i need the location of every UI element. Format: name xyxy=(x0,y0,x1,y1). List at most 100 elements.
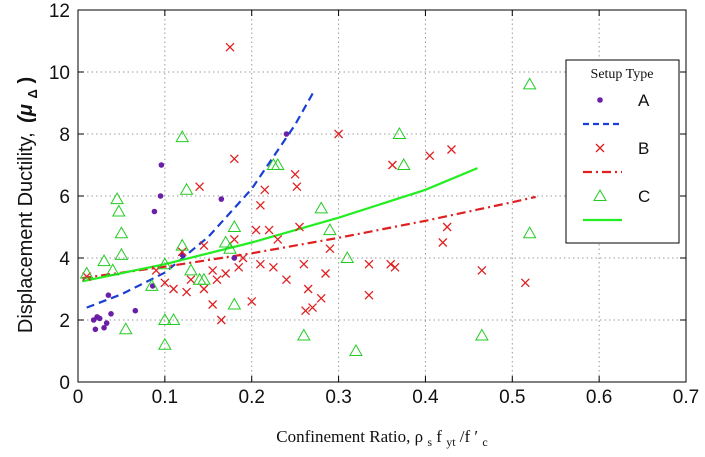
data-point-b xyxy=(229,154,239,164)
data-point-c xyxy=(392,126,407,139)
data-point-c xyxy=(227,219,242,232)
data-point-b xyxy=(177,247,187,257)
data-point-b xyxy=(321,269,331,278)
legend: Setup Type A B C xyxy=(565,59,680,244)
legend-marker-a xyxy=(597,97,603,103)
y-axis-label-symbol: (μ xyxy=(15,104,37,123)
data-point-b xyxy=(182,287,192,297)
data-point-b xyxy=(295,222,304,232)
data-point-b xyxy=(438,238,448,247)
legend-marker-c xyxy=(593,188,607,201)
data-point-a xyxy=(283,131,290,137)
data-point-c xyxy=(144,278,159,291)
data-point-b xyxy=(234,262,244,272)
x-tick-label: 0 xyxy=(73,387,84,408)
y-axis-label-text: Displacement Ductility, (μ Δ ) xyxy=(15,77,42,333)
data-point-a xyxy=(92,326,99,333)
data-point-b xyxy=(195,182,205,192)
data-point-c xyxy=(296,328,311,341)
legend-items: A B C xyxy=(583,91,650,222)
data-point-b xyxy=(447,145,456,154)
data-point-c xyxy=(110,192,124,205)
x-tick-label: 0.4 xyxy=(412,387,439,408)
data-point-b xyxy=(238,253,248,263)
data-point-c xyxy=(323,223,337,236)
data-point-b xyxy=(186,275,196,285)
data-point-b xyxy=(260,185,270,195)
data-point-b xyxy=(221,269,231,278)
data-point-a xyxy=(157,193,164,199)
data-point-c xyxy=(114,226,129,239)
data-point-c xyxy=(118,322,133,335)
x-axis-label-f: f xyxy=(436,427,442,446)
data-point-c xyxy=(218,235,233,248)
data-point-b xyxy=(390,262,400,272)
data-point-b xyxy=(442,222,452,232)
data-point-b xyxy=(292,182,302,192)
data-point-b xyxy=(216,315,226,325)
x-axis-label-sub-c: c xyxy=(482,435,487,449)
data-point-c xyxy=(522,77,537,90)
data-point-c xyxy=(114,247,129,260)
data-point-b xyxy=(303,284,313,294)
data-points xyxy=(79,42,537,356)
x-tick-label: 0.5 xyxy=(499,387,525,408)
data-point-a xyxy=(108,311,114,317)
data-point-b xyxy=(364,259,374,269)
x-axis-label-sub-s: s xyxy=(427,435,432,449)
data-point-c xyxy=(197,272,211,285)
fit-curves xyxy=(82,90,536,309)
data-point-b xyxy=(364,290,374,300)
y-tick-label: 4 xyxy=(59,249,70,270)
data-point-c xyxy=(111,204,126,217)
legend-marker-b xyxy=(595,143,605,153)
data-point-c xyxy=(175,238,190,251)
y-tick-label: 2 xyxy=(59,311,70,332)
data-point-a xyxy=(105,292,112,299)
data-point-b xyxy=(255,200,265,210)
data-point-b xyxy=(334,129,344,139)
data-point-a xyxy=(158,162,165,168)
y-tick-label: 6 xyxy=(59,187,70,208)
data-point-a xyxy=(103,320,110,326)
data-point-b xyxy=(387,160,397,170)
data-point-b xyxy=(229,234,239,244)
data-point-b xyxy=(82,272,92,282)
x-axis-label-main: Confinement Ratio, ρ xyxy=(276,427,423,446)
data-point-c xyxy=(349,343,363,356)
y-axis-label-main: Displacement Ductility, xyxy=(15,132,37,333)
data-point-b xyxy=(316,293,326,303)
data-point-c xyxy=(227,297,242,310)
x-tick-label: 0.3 xyxy=(325,387,351,408)
data-point-b xyxy=(208,265,218,275)
data-point-c xyxy=(97,254,111,267)
y-tick-label: 8 xyxy=(59,125,70,146)
x-axis-label-divider: /f xyxy=(460,427,471,446)
x-axis-label-sub-yt: yt xyxy=(446,435,456,449)
data-point-a xyxy=(96,315,103,322)
data-point-c xyxy=(223,241,237,254)
x-tick-label: 0.1 xyxy=(152,387,178,408)
data-point-c xyxy=(157,337,172,350)
data-point-b xyxy=(199,284,209,294)
legend-title: Setup Type xyxy=(591,67,654,82)
data-point-c xyxy=(166,312,181,325)
data-point-a xyxy=(132,307,139,314)
x-tick-label: 0.2 xyxy=(239,387,265,408)
data-point-b xyxy=(264,225,274,235)
y-tick-label: 10 xyxy=(49,63,70,84)
data-point-b xyxy=(225,42,235,52)
data-point-c xyxy=(157,312,172,325)
legend-box xyxy=(565,59,680,244)
data-point-a xyxy=(151,208,158,215)
data-point-b xyxy=(299,259,309,269)
data-point-c xyxy=(522,226,537,239)
data-point-b xyxy=(160,278,170,288)
data-point-c xyxy=(475,328,489,341)
data-point-b xyxy=(212,275,222,285)
data-point-b xyxy=(255,259,265,269)
data-point-c xyxy=(157,257,172,270)
data-point-b xyxy=(425,151,435,161)
data-point-c xyxy=(314,201,329,214)
